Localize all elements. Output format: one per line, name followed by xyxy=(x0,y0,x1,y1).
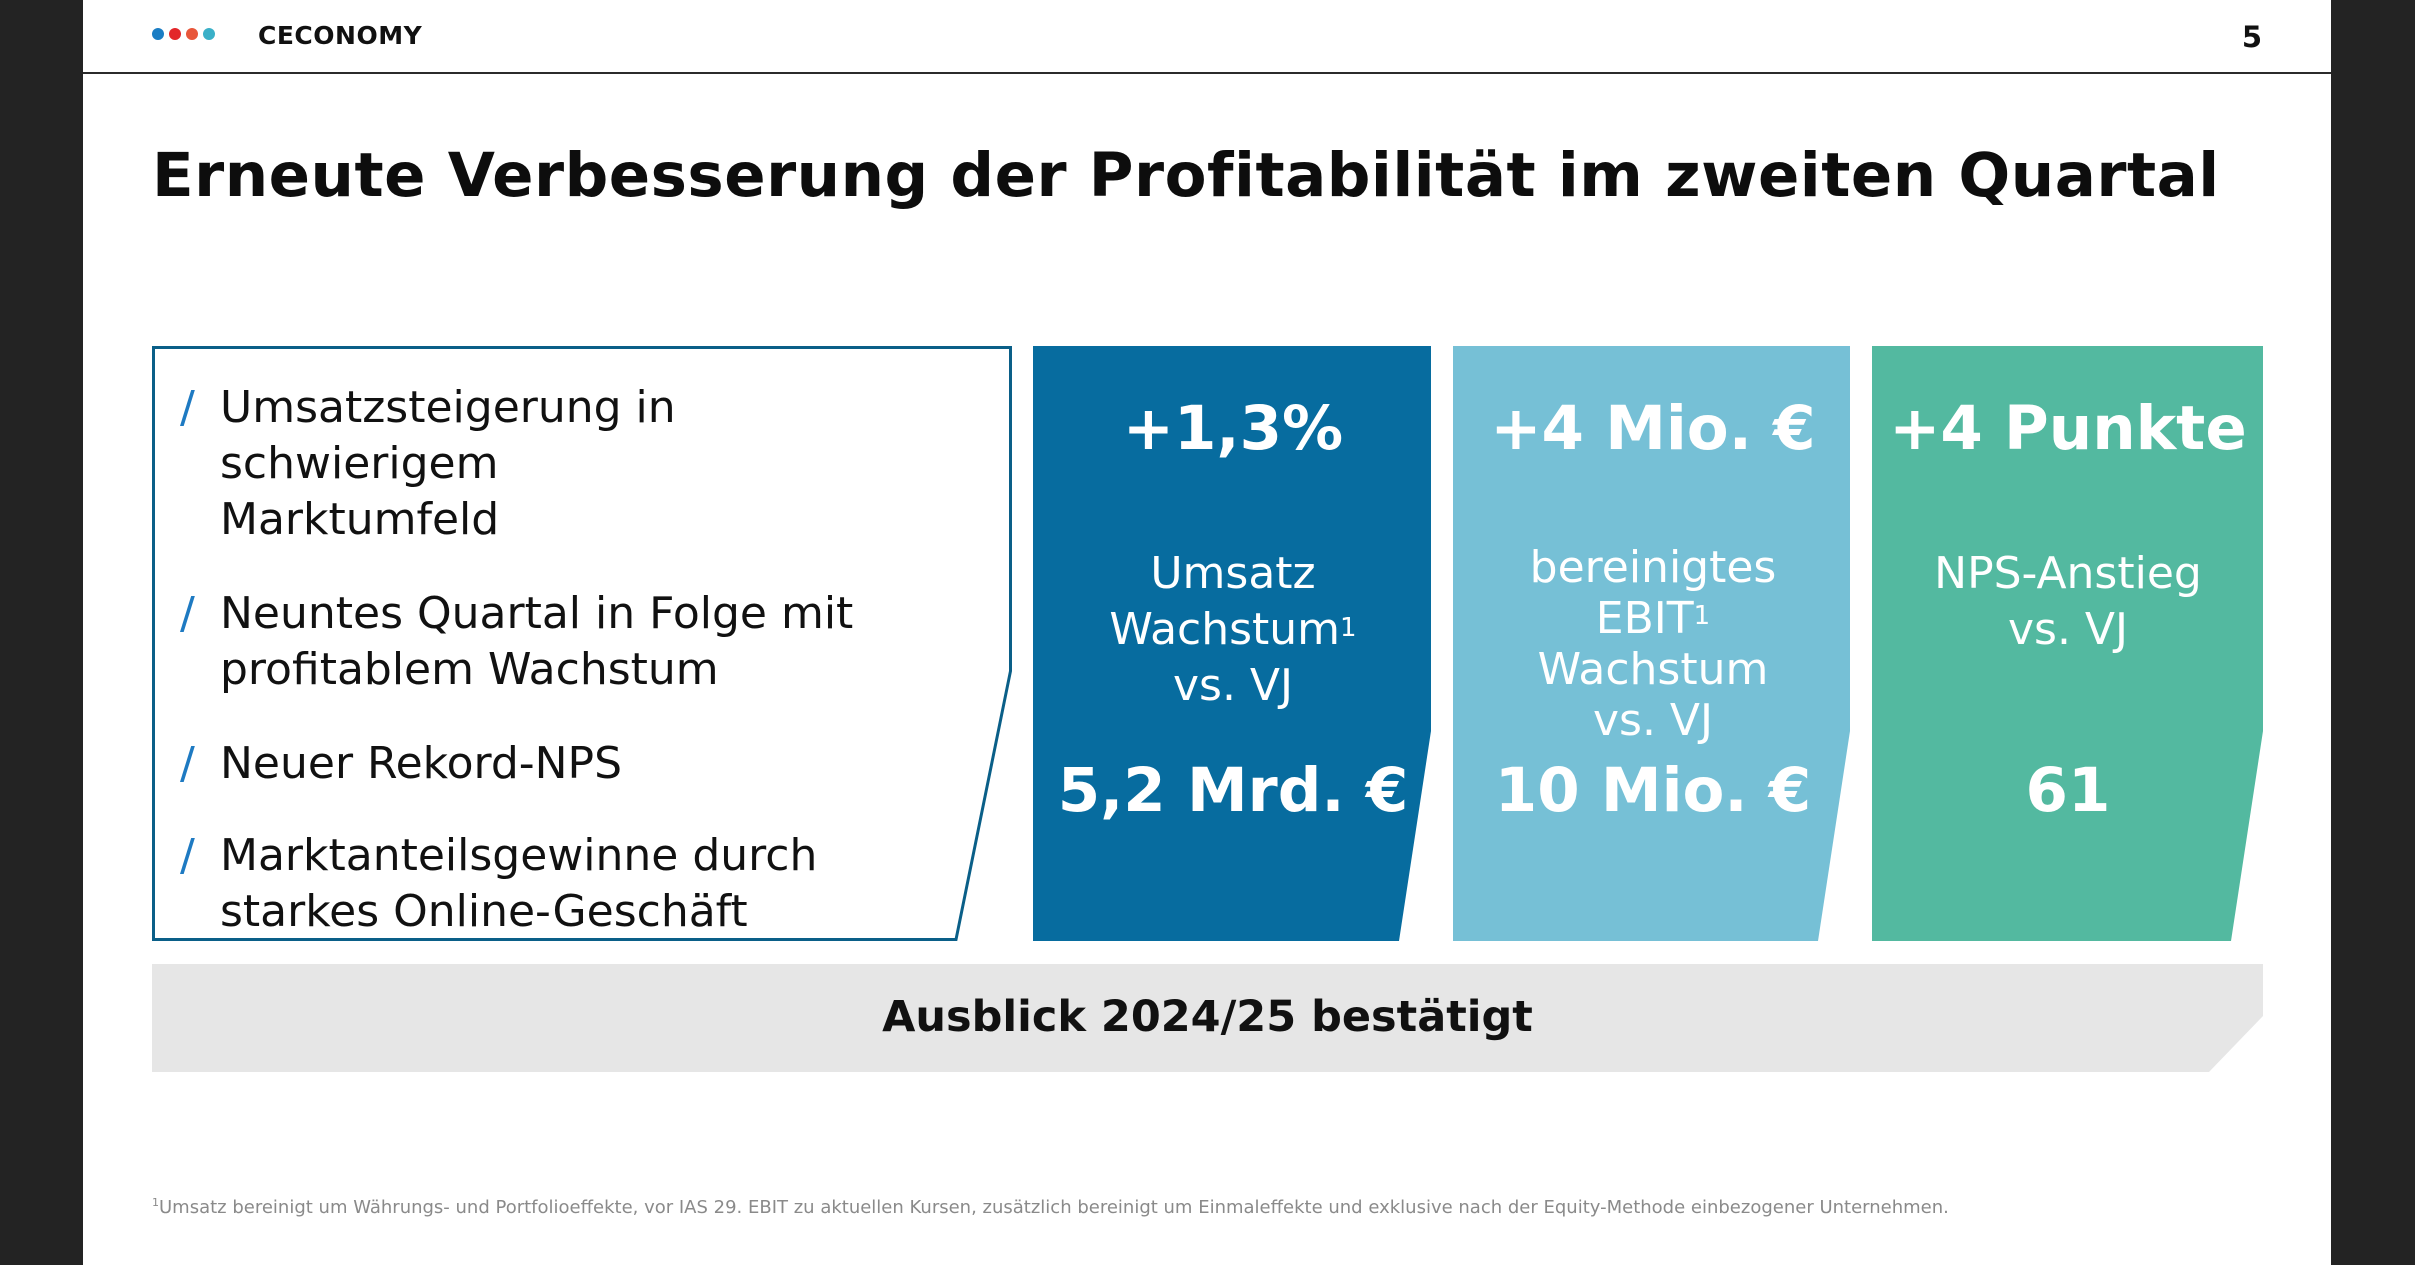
kpi-desc-line: vs. VJ xyxy=(2007,604,2128,655)
kpi-value: 61 xyxy=(2025,755,2111,826)
footnote-mark: 1 xyxy=(152,1196,159,1209)
outlook-banner-shape xyxy=(152,964,2263,1072)
highlights-box: / Umsatzsteigerung in schwierigem Marktu… xyxy=(152,346,1012,941)
slide-title: Erneute Verbesserung der Profitabilität … xyxy=(152,140,2220,211)
kpi-card-ebit: +4 Mio. € bereinigtes EBIT1 Wachstum vs.… xyxy=(1453,346,1853,941)
kpi-headline: +4 Punkte xyxy=(1889,393,2247,464)
kpi-value: 5,2 Mrd. € xyxy=(1057,755,1409,826)
kpi-desc-line: vs. VJ xyxy=(1592,695,1713,746)
kpi-headline: +4 Mio. € xyxy=(1490,393,1816,464)
brand-logo: CECONOMY xyxy=(258,21,423,50)
kpi-desc-line: Wachstum xyxy=(1537,644,1769,695)
kpi-value: 10 Mio. € xyxy=(1494,755,1812,826)
list-item: / Marktanteilsgewinne durch starkes Onli… xyxy=(180,828,960,940)
bullet-line: profitablem Wachstum xyxy=(220,644,719,695)
kpi-card-nps: +4 Punkte NPS-Anstieg vs. VJ 61 xyxy=(1872,346,2264,941)
kpi-desc-line: Umsatz xyxy=(1150,548,1316,599)
footnote-mark: 1 xyxy=(1693,601,1711,631)
slash-icon: / xyxy=(180,588,195,639)
highlights-list: / Umsatzsteigerung in schwierigem Marktu… xyxy=(180,380,960,940)
bullet-line: Marktumfeld xyxy=(220,494,500,545)
logo-dots xyxy=(152,28,215,45)
kpi-desc-line-with-footnote: Wachstum1 xyxy=(1053,602,1413,658)
kpi-description: NPS-Anstieg vs. VJ xyxy=(1892,546,2244,658)
bullet-line: Umsatzsteigerung in schwierigem xyxy=(220,382,676,489)
slide: CECONOMY 5 Erneute Verbesserung der Prof… xyxy=(83,0,2331,1265)
page-number: 5 xyxy=(2241,20,2262,54)
kpi-desc-line-with-footnote: EBIT1 xyxy=(1473,593,1833,644)
kpi-desc-line: vs. VJ xyxy=(1172,660,1293,711)
footnote-mark: 1 xyxy=(1340,613,1357,643)
logo-dot-blue xyxy=(152,28,164,40)
slash-icon: / xyxy=(180,382,195,433)
bullet-line: Marktanteilsgewinne durch xyxy=(220,830,818,881)
list-item: / Umsatzsteigerung in schwierigem Marktu… xyxy=(180,380,960,548)
kpi-card-shape xyxy=(1453,346,1850,941)
bullet-line: Neuer Rekord-NPS xyxy=(220,738,623,789)
slash-icon: / xyxy=(180,738,195,789)
list-item: / Neuer Rekord-NPS xyxy=(180,736,960,792)
bullet-line: Neuntes Quartal in Folge mit xyxy=(220,588,854,639)
logo-dot-teal xyxy=(203,28,215,40)
kpi-description: Umsatz Wachstum1 vs. VJ xyxy=(1053,546,1413,714)
kpi-headline: +1,3% xyxy=(1122,393,1344,464)
kpi-desc-line: Wachstum xyxy=(1109,604,1341,655)
slash-icon: / xyxy=(180,830,195,881)
header-divider xyxy=(83,72,2331,74)
kpi-description: bereinigtes EBIT1 Wachstum vs. VJ xyxy=(1473,542,1833,746)
kpi-card-shape xyxy=(1872,346,2263,941)
outlook-banner: Ausblick 2024/25 bestätigt xyxy=(152,964,2263,1072)
bullet-line: starkes Online-Geschäft xyxy=(220,886,748,937)
kpi-desc-line: EBIT xyxy=(1595,593,1694,644)
footnote-text: Umsatz bereinigt um Währungs- und Portfo… xyxy=(159,1197,1949,1218)
kpi-card-sales: +1,3% Umsatz Wachstum1 vs. VJ 5,2 Mrd. € xyxy=(1033,346,1433,941)
outlook-banner-text: Ausblick 2024/25 bestätigt xyxy=(882,992,1533,1042)
logo-dot-red xyxy=(169,28,181,40)
kpi-desc-line: bereinigtes xyxy=(1529,542,1777,593)
kpi-card-shape xyxy=(1033,346,1431,941)
logo-dot-orange xyxy=(186,28,198,40)
footnote: 1Umsatz bereinigt um Währungs- und Portf… xyxy=(152,1196,1949,1218)
kpi-desc-line: NPS-Anstieg xyxy=(1934,548,2202,599)
list-item: / Neuntes Quartal in Folge mit profitabl… xyxy=(180,586,960,698)
highlights-box-outline xyxy=(152,346,1012,941)
